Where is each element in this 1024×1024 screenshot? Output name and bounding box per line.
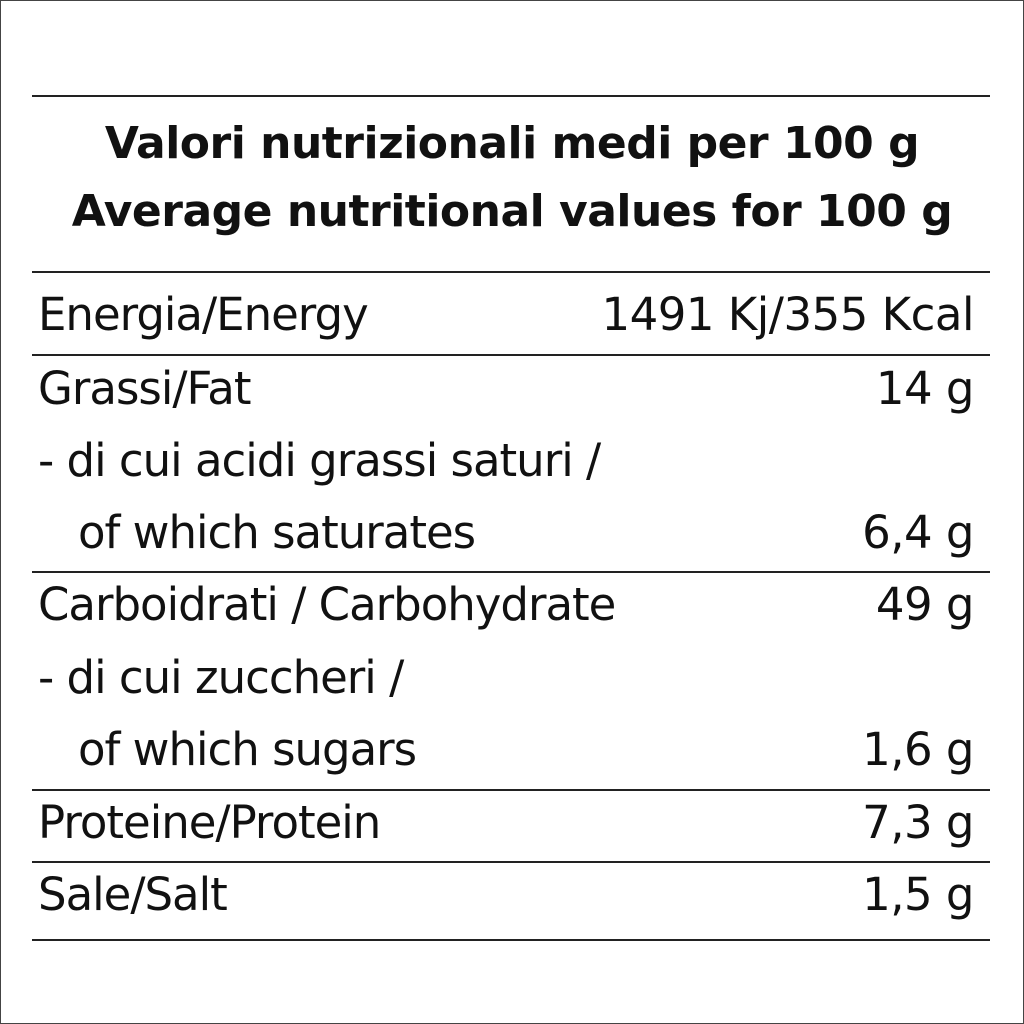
- carbohydrate-label: Carboidrati / Carbohydrate: [38, 578, 616, 631]
- saturates-value: 6,4 g: [862, 506, 974, 559]
- divider: [32, 571, 990, 573]
- carbohydrate-value: 49 g: [875, 578, 975, 631]
- divider: [32, 861, 990, 863]
- protein-value: 7,3 g: [862, 796, 974, 849]
- saturates-label-en: of which saturates: [78, 506, 476, 559]
- sugars-label: - di cui zuccheri /: [38, 651, 404, 704]
- title-italian: Valori nutrizionali medi per 100 g: [104, 118, 920, 169]
- sugars-value: 1,6 g: [862, 723, 974, 776]
- protein-label: Proteine/Protein: [38, 796, 381, 849]
- energy-value: 1491 Kj/355 Kcal: [601, 288, 974, 341]
- salt-value: 1,5 g: [862, 868, 974, 921]
- divider: [32, 789, 990, 791]
- divider: [32, 95, 990, 97]
- divider: [32, 354, 990, 356]
- title-english: Average nutritional values for 100 g: [71, 186, 953, 237]
- energy-label: Energia/Energy: [38, 288, 369, 341]
- fat-value: 14 g: [875, 362, 975, 415]
- salt-label: Sale/Salt: [38, 868, 228, 921]
- sugars-label-en: of which sugars: [78, 723, 417, 776]
- fat-label: Grassi/Fat: [38, 362, 251, 415]
- divider: [32, 271, 990, 273]
- saturates-label: - di cui acidi grassi saturi /: [38, 434, 601, 487]
- divider: [32, 939, 990, 941]
